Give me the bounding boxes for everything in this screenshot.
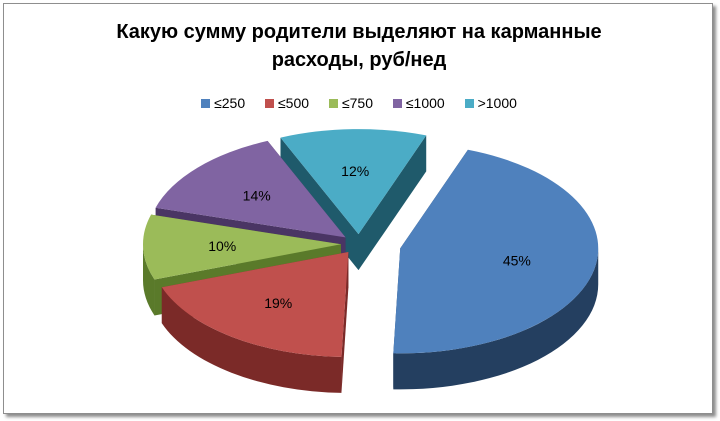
slice-side-wall bbox=[161, 287, 342, 393]
legend-item-le250: ≤250 bbox=[201, 95, 245, 111]
data-label-le500: 19% bbox=[264, 295, 292, 311]
legend-label: ≤1000 bbox=[405, 95, 445, 112]
pie-slice-le250 bbox=[393, 149, 599, 390]
legend-label: ≤750 bbox=[341, 95, 373, 112]
data-label-le750: 10% bbox=[208, 238, 236, 254]
legend-item-gt1000: >1000 bbox=[464, 95, 517, 112]
chart-title-line-2: расходы, руб/нед bbox=[271, 49, 447, 71]
legend-item-le750: ≤750 bbox=[328, 95, 373, 112]
chart-legend: ≤250 ≤500 ≤750 ≤1000 >1000 bbox=[4, 94, 714, 111]
legend-item-le500: ≤500 bbox=[265, 95, 309, 111]
legend-swatch bbox=[201, 99, 211, 109]
chart-title-line-1: Какую сумму родители выделяют на карманн… bbox=[116, 21, 602, 43]
legend-swatch bbox=[392, 99, 402, 109]
slice-top-face bbox=[393, 149, 599, 354]
legend-swatch bbox=[265, 99, 274, 109]
legend-label: >1000 bbox=[477, 95, 517, 112]
legend-label: ≤250 bbox=[214, 95, 246, 112]
slice-top-face bbox=[280, 129, 427, 235]
chart-title: Какую сумму родители выделяют на карманн… bbox=[4, 18, 714, 74]
legend-swatch bbox=[464, 99, 474, 109]
slice-top-face bbox=[143, 214, 342, 280]
pie-chart: 45% 19% 10% 14% 12% bbox=[143, 129, 599, 393]
data-label-gt1000: 12% bbox=[341, 163, 369, 179]
legend-item-le1000: ≤1000 bbox=[392, 95, 445, 112]
slice-cut-face-1 bbox=[358, 135, 427, 271]
pie-slice-le500 bbox=[161, 251, 349, 393]
slice-side-wall bbox=[143, 244, 155, 316]
legend-swatch bbox=[328, 99, 338, 109]
slice-side-wall bbox=[393, 248, 599, 390]
chart-frame: Какую сумму родители выделяют на карманн… bbox=[3, 3, 713, 414]
slice-top-face bbox=[155, 140, 346, 238]
legend-label: ≤500 bbox=[278, 95, 310, 112]
data-label-le250: 45% bbox=[503, 252, 531, 268]
data-label-le1000: 14% bbox=[243, 188, 271, 204]
slice-top-face bbox=[161, 251, 349, 357]
